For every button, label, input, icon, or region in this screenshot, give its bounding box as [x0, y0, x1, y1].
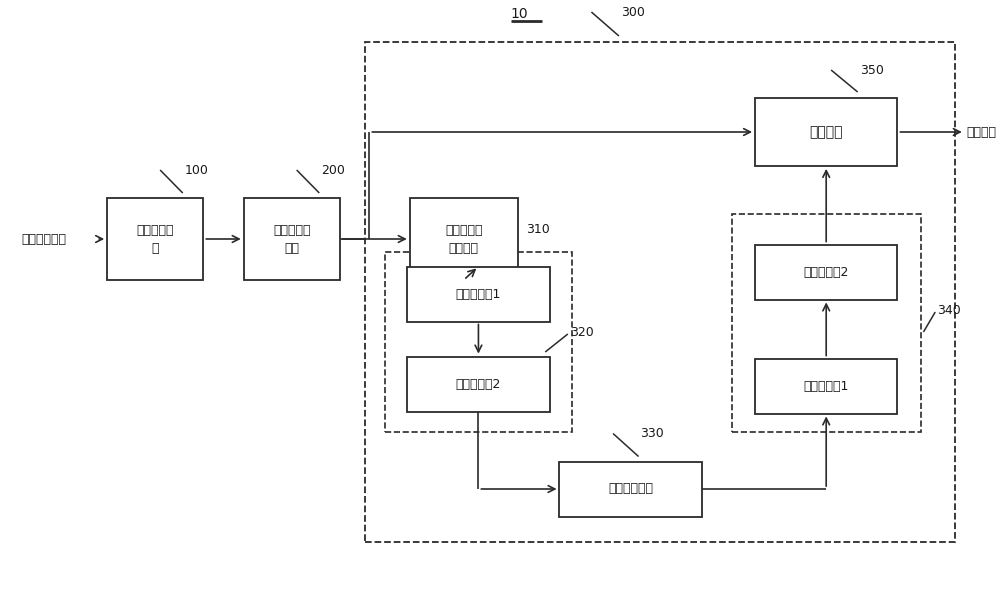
Bar [385, 252, 572, 432]
Text: 100: 100 [185, 163, 209, 176]
Bar [755, 245, 897, 299]
Text: 干净图像: 干净图像 [967, 125, 997, 138]
Text: 上采样单元2: 上采样单元2 [804, 266, 849, 279]
Bar [755, 359, 897, 413]
Bar [410, 198, 518, 280]
Text: 卷积运算单元: 卷积运算单元 [608, 482, 653, 495]
Text: 下采样单元1: 下采样单元1 [456, 287, 501, 301]
Text: 输出模块: 输出模块 [809, 125, 843, 139]
Bar [365, 42, 955, 542]
Bar [732, 214, 921, 432]
Text: 300: 300 [621, 5, 645, 18]
Bar [755, 98, 897, 166]
Text: 通道内去噪
网络: 通道内去噪 网络 [273, 223, 311, 254]
Bar [407, 356, 550, 412]
Text: 310: 310 [526, 223, 549, 235]
Text: 330: 330 [641, 427, 664, 440]
Bar [559, 462, 702, 517]
Text: 通道分离模
块: 通道分离模 块 [136, 223, 174, 254]
Text: 上采样单元1: 上采样单元1 [804, 380, 849, 393]
Bar [407, 267, 550, 321]
Text: 350: 350 [860, 64, 883, 77]
Text: 原始噪声图像: 原始噪声图像 [22, 232, 67, 245]
Text: 下采样单元2: 下采样单元2 [456, 378, 501, 390]
Text: 第一通道注
意力模块: 第一通道注 意力模块 [445, 223, 482, 254]
Bar [244, 198, 340, 280]
Bar [107, 198, 203, 280]
Text: 10: 10 [511, 7, 528, 21]
Text: 200: 200 [321, 163, 345, 176]
Text: 340: 340 [937, 304, 961, 317]
Text: 320: 320 [570, 326, 594, 339]
